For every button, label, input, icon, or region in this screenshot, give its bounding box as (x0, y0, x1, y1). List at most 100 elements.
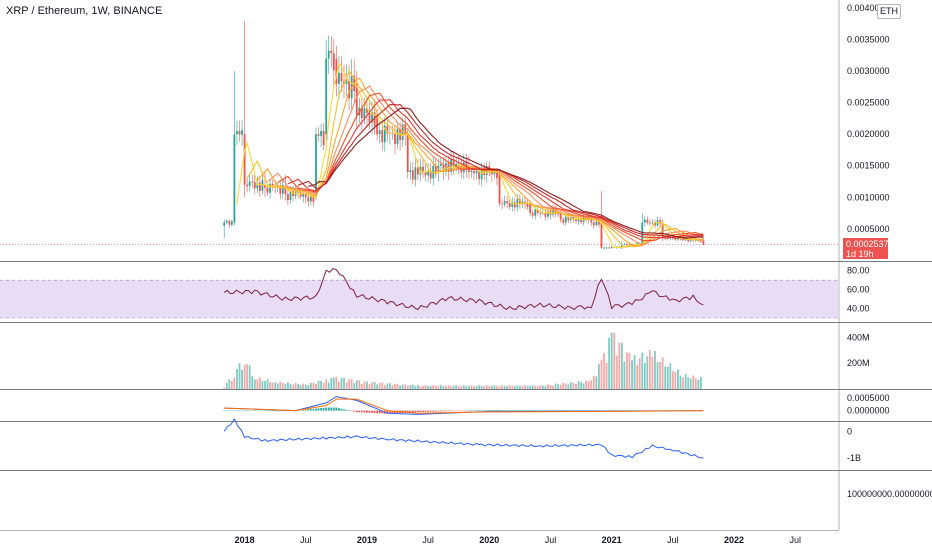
volume-bar (580, 382, 582, 389)
volume-bar (332, 377, 335, 389)
macd-histogram-bar (559, 410, 562, 411)
price-candle (641, 213, 644, 245)
volume-bar (521, 386, 524, 389)
candle-body (429, 170, 432, 179)
price-candle (427, 163, 430, 183)
currency-badge[interactable]: ETH (877, 4, 901, 19)
candle-body (230, 221, 233, 225)
macd-histogram-bar (299, 410, 302, 411)
price-candle (317, 127, 320, 142)
macd-histogram-bar (552, 410, 554, 411)
price-candle (513, 197, 516, 212)
macd-histogram-bar (330, 407, 333, 411)
candle-body (598, 221, 600, 225)
price-candle (564, 214, 567, 226)
price-candle (643, 216, 646, 226)
candle-body (317, 134, 320, 136)
volume-bar (320, 381, 322, 389)
volume-bar (478, 385, 481, 389)
volume-bar (345, 382, 348, 389)
volume-bar (508, 385, 511, 389)
candle-body (659, 220, 662, 224)
macd-histogram-bar (322, 407, 325, 411)
price-candle (258, 175, 261, 197)
volume-bar (434, 386, 437, 389)
volume-bar (419, 386, 422, 389)
volume-tick-label: 200M (847, 358, 870, 368)
volume-bar (363, 381, 366, 389)
volume-bar (661, 357, 664, 389)
price-candle (539, 209, 542, 218)
volume-bar (485, 385, 488, 389)
candle-body (600, 222, 603, 248)
macd-histogram-bar (450, 410, 452, 412)
candle-body (320, 131, 322, 136)
volume-bar (516, 385, 519, 389)
price-candle (327, 35, 330, 75)
volume-bar (585, 380, 588, 389)
candle-body (327, 50, 330, 59)
candle-body (643, 219, 646, 223)
candle-body (223, 222, 226, 226)
price-candle (654, 219, 656, 229)
candle-body (513, 202, 516, 208)
macd-histogram-bar (378, 410, 381, 414)
candle-body (620, 244, 623, 248)
price-candle (401, 117, 404, 147)
candle-body (251, 181, 254, 183)
volume-bar (631, 360, 633, 389)
candle-body (281, 185, 284, 194)
candle-body (626, 244, 628, 245)
macd-histogram-bar (348, 410, 351, 411)
macd-histogram-bar (409, 410, 412, 413)
volume-bar (541, 385, 544, 389)
macd-histogram-bar (325, 407, 328, 411)
volume-bar (496, 385, 498, 389)
candle-body (302, 192, 305, 197)
candle-body (654, 222, 656, 226)
macd-histogram-bar (536, 410, 539, 411)
volume-bar (343, 377, 345, 389)
volume-bar (692, 375, 695, 389)
volume-bar (664, 366, 667, 389)
candle-body (355, 83, 358, 116)
macd-histogram-bar (531, 410, 534, 411)
macd-histogram-bar (585, 410, 588, 411)
volume-bar (271, 382, 274, 389)
macd-histogram-bar (261, 410, 264, 412)
price-candle (243, 20, 246, 198)
macd-histogram-bar (529, 410, 531, 411)
macd-histogram-bar (554, 410, 557, 411)
candle-body (417, 167, 419, 175)
price-candle (386, 117, 389, 142)
price-candle (330, 36, 333, 68)
macd-line (224, 396, 704, 415)
candle-body (697, 240, 700, 241)
macd-histogram-bar (381, 410, 384, 414)
price-candle (414, 158, 417, 187)
macd-histogram-bar (475, 410, 478, 411)
volume-bar (465, 386, 468, 389)
volume-bar (236, 368, 238, 389)
price-candle (248, 174, 251, 192)
volume-bar (684, 374, 687, 389)
price-candle (562, 217, 565, 225)
volume-bar (480, 385, 483, 389)
macd-histogram-bar (439, 410, 442, 412)
volume-bar (287, 382, 289, 389)
volume-bar (666, 366, 669, 389)
candle-body (309, 195, 312, 202)
macd-histogram-bar (452, 410, 455, 412)
volume-bar (228, 379, 231, 389)
macd-histogram-bar (236, 410, 238, 412)
macd-histogram-bar (248, 410, 251, 412)
volume-bar (649, 350, 651, 389)
time-tick-label: Jul (667, 535, 679, 545)
candle-body (373, 112, 376, 127)
candle-body (605, 247, 608, 249)
macd-histogram-bar (279, 410, 282, 412)
candle-body (501, 203, 503, 205)
candle-body (381, 130, 384, 143)
